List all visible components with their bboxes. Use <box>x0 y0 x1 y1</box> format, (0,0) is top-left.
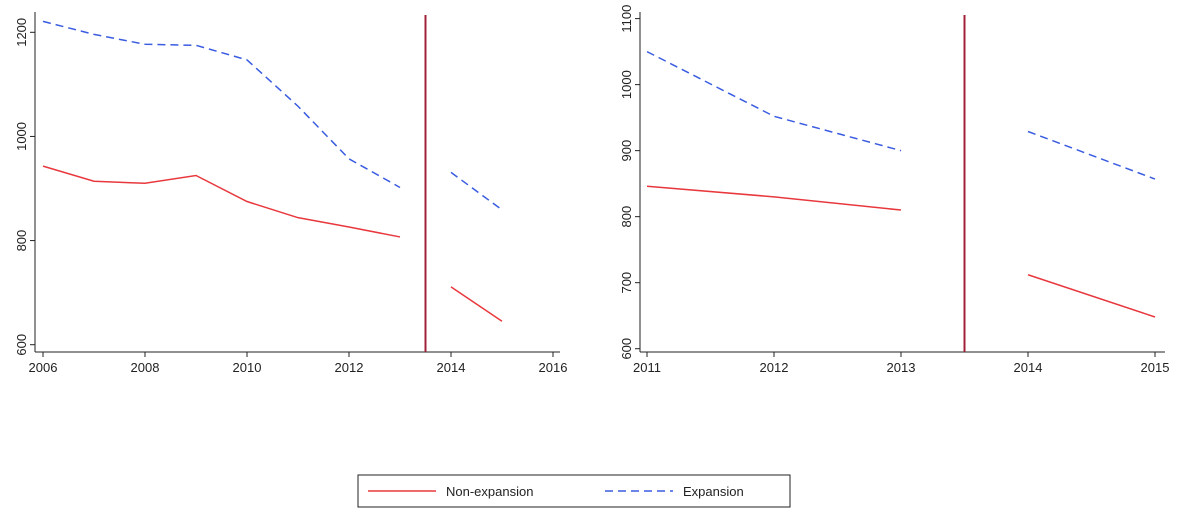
x-tick-label: 2014 <box>437 360 466 375</box>
legend-box <box>357 474 791 508</box>
x-tick-label: 2010 <box>233 360 262 375</box>
legend-label: Non-expansion <box>446 484 533 499</box>
x-tick-label: 2012 <box>760 360 789 375</box>
x-tick-label: 2011 <box>633 360 661 375</box>
x-tick-label: 2006 <box>29 360 58 375</box>
series-line <box>42 165 503 322</box>
x-tick-label: 2013 <box>887 360 916 375</box>
series-line <box>646 50 1156 180</box>
y-tick-label: 800 <box>619 206 634 228</box>
legend-label: Expansion <box>683 484 744 499</box>
y-tick-label: 600 <box>14 334 29 356</box>
y-tick-label: 800 <box>14 230 29 252</box>
series-line <box>646 185 1156 318</box>
series-line <box>42 20 503 211</box>
y-tick-label: 1000 <box>14 122 29 151</box>
x-tick-label: 2008 <box>131 360 160 375</box>
y-tick-label: 1100 <box>619 5 634 33</box>
x-tick-label: 2014 <box>1014 360 1043 375</box>
x-tick-label: 2012 <box>335 360 364 375</box>
y-tick-label: 1000 <box>619 70 634 99</box>
y-tick-label: 900 <box>619 140 634 162</box>
y-tick-label: 600 <box>619 338 634 360</box>
x-tick-label: 2015 <box>1141 360 1170 375</box>
y-tick-label: 1200 <box>14 18 29 47</box>
x-tick-label: 2016 <box>539 360 568 375</box>
y-tick-label: 700 <box>619 272 634 294</box>
